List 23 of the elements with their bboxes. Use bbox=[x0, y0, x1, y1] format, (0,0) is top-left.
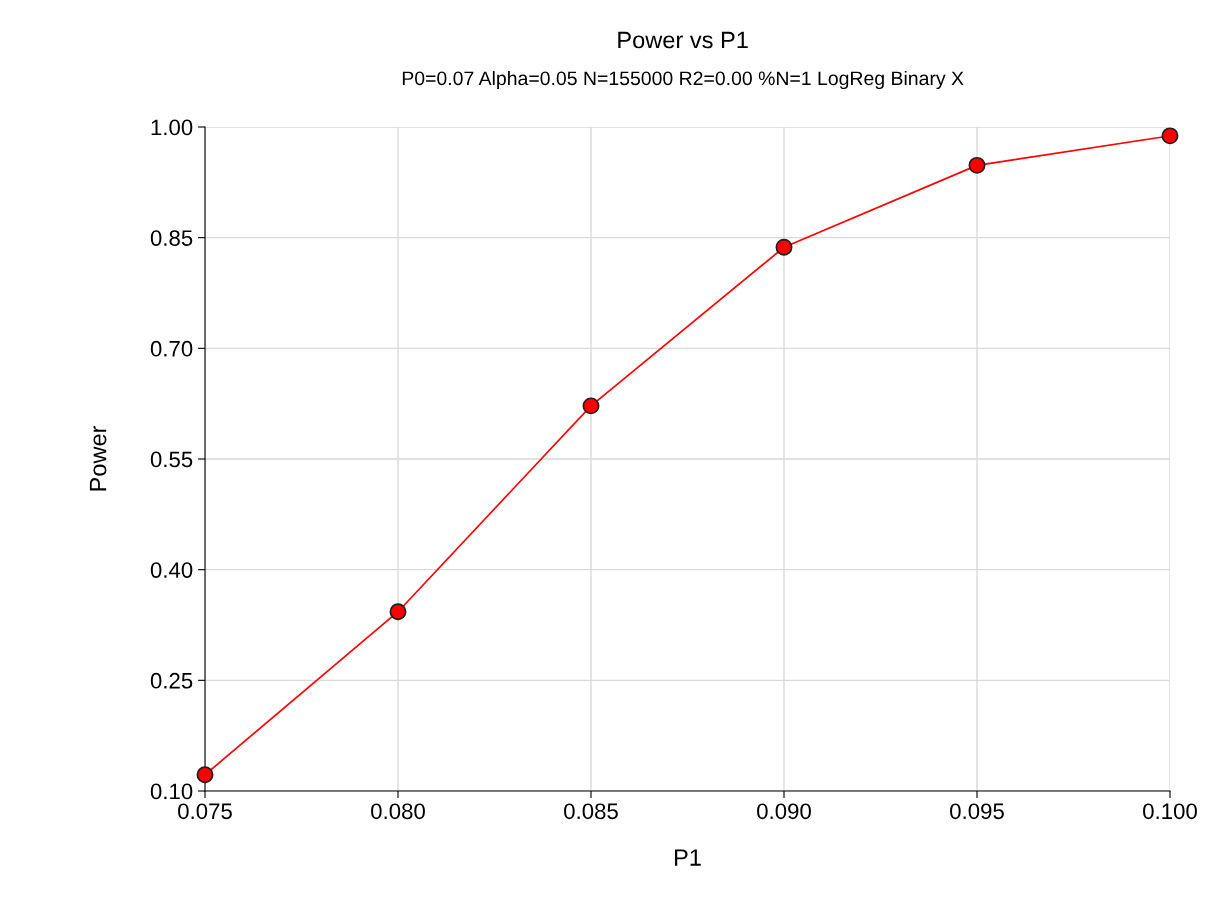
y-tick-label: 0.70 bbox=[150, 340, 193, 357]
x-tick-label: 0.075 bbox=[178, 803, 232, 820]
y-tick-label: 0.55 bbox=[150, 451, 193, 468]
y-tick-label: 0.40 bbox=[150, 562, 193, 578]
point bbox=[582, 397, 600, 415]
x-tick-label: 0.085 bbox=[564, 803, 618, 820]
point bbox=[1161, 127, 1179, 145]
chart-subtitle: P0=0.07 Alpha=0.05 N=155000 R2=0.00 %N=1 LogReg Binary X bbox=[402, 70, 964, 90]
y-tick-label: 0.10 bbox=[150, 783, 193, 800]
point bbox=[775, 238, 793, 256]
point bbox=[968, 156, 986, 174]
x-tick-label: 0.095 bbox=[950, 803, 1004, 820]
x-axis-title: P1 bbox=[675, 849, 701, 866]
y-tick-label: 0.25 bbox=[150, 672, 193, 689]
point bbox=[196, 766, 214, 784]
y-axis-title: Power bbox=[89, 425, 107, 491]
y-tick-label: 1.00 bbox=[151, 119, 193, 136]
x-tick-label: 0.080 bbox=[371, 803, 425, 820]
y-tick-label: 0.85 bbox=[150, 230, 193, 246]
x-tick-label: 0.100 bbox=[1143, 803, 1197, 820]
x-tick-label: 0.090 bbox=[757, 803, 811, 820]
point bbox=[389, 603, 407, 621]
chart-title: Power vs P1 bbox=[618, 31, 748, 49]
